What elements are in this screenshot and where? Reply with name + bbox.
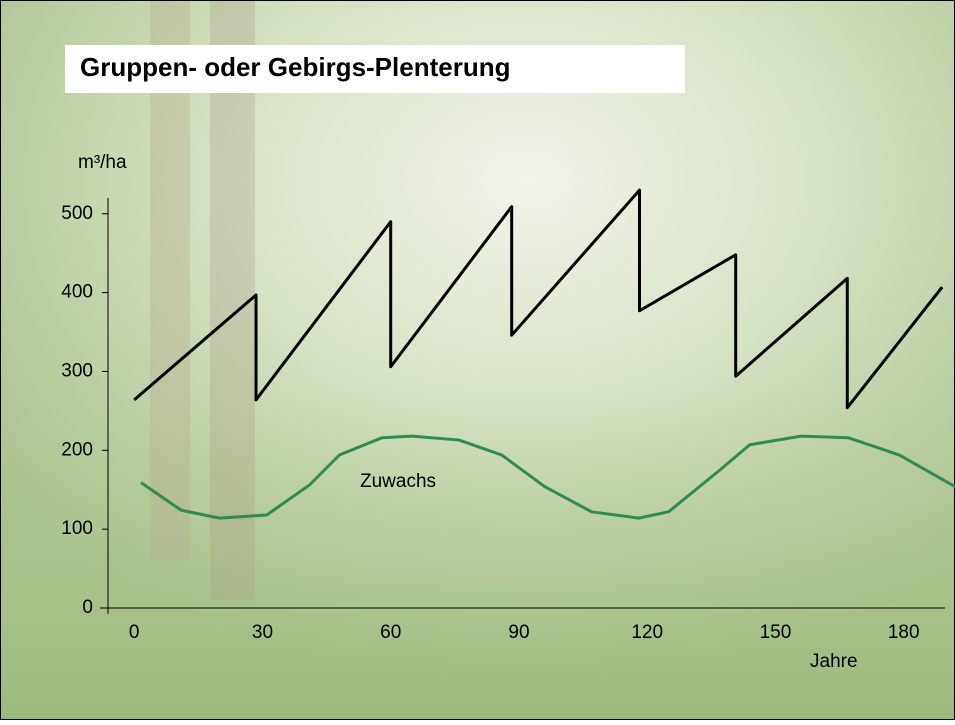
x-tick-label: 90 <box>508 622 529 643</box>
x-tick-label: 120 <box>631 622 663 643</box>
chart-title: Gruppen- oder Gebirgs-Plenterung <box>80 52 510 82</box>
x-tick-label: 150 <box>760 622 792 643</box>
x-tick-label: 180 <box>888 622 920 643</box>
y-tick-label: 100 <box>61 518 93 539</box>
tree-trunk <box>150 0 190 560</box>
title-box <box>65 45 685 93</box>
data-line <box>133 188 944 410</box>
data-line <box>140 434 955 520</box>
x-axis-label: Jahre <box>810 651 858 672</box>
y-tick-label: 0 <box>82 597 93 618</box>
annotation: Zuwachs <box>360 471 436 492</box>
x-tick-label: 30 <box>252 622 273 643</box>
y-tick-label: 300 <box>61 360 93 381</box>
y-axis-label: m³/ha <box>78 152 127 173</box>
tree-trunk <box>210 0 255 600</box>
x-tick-label: 0 <box>129 622 140 643</box>
y-tick-label: 500 <box>61 203 93 224</box>
x-tick-label: 60 <box>380 622 401 643</box>
y-tick-label: 400 <box>61 282 93 303</box>
y-tick-label: 200 <box>61 439 93 460</box>
